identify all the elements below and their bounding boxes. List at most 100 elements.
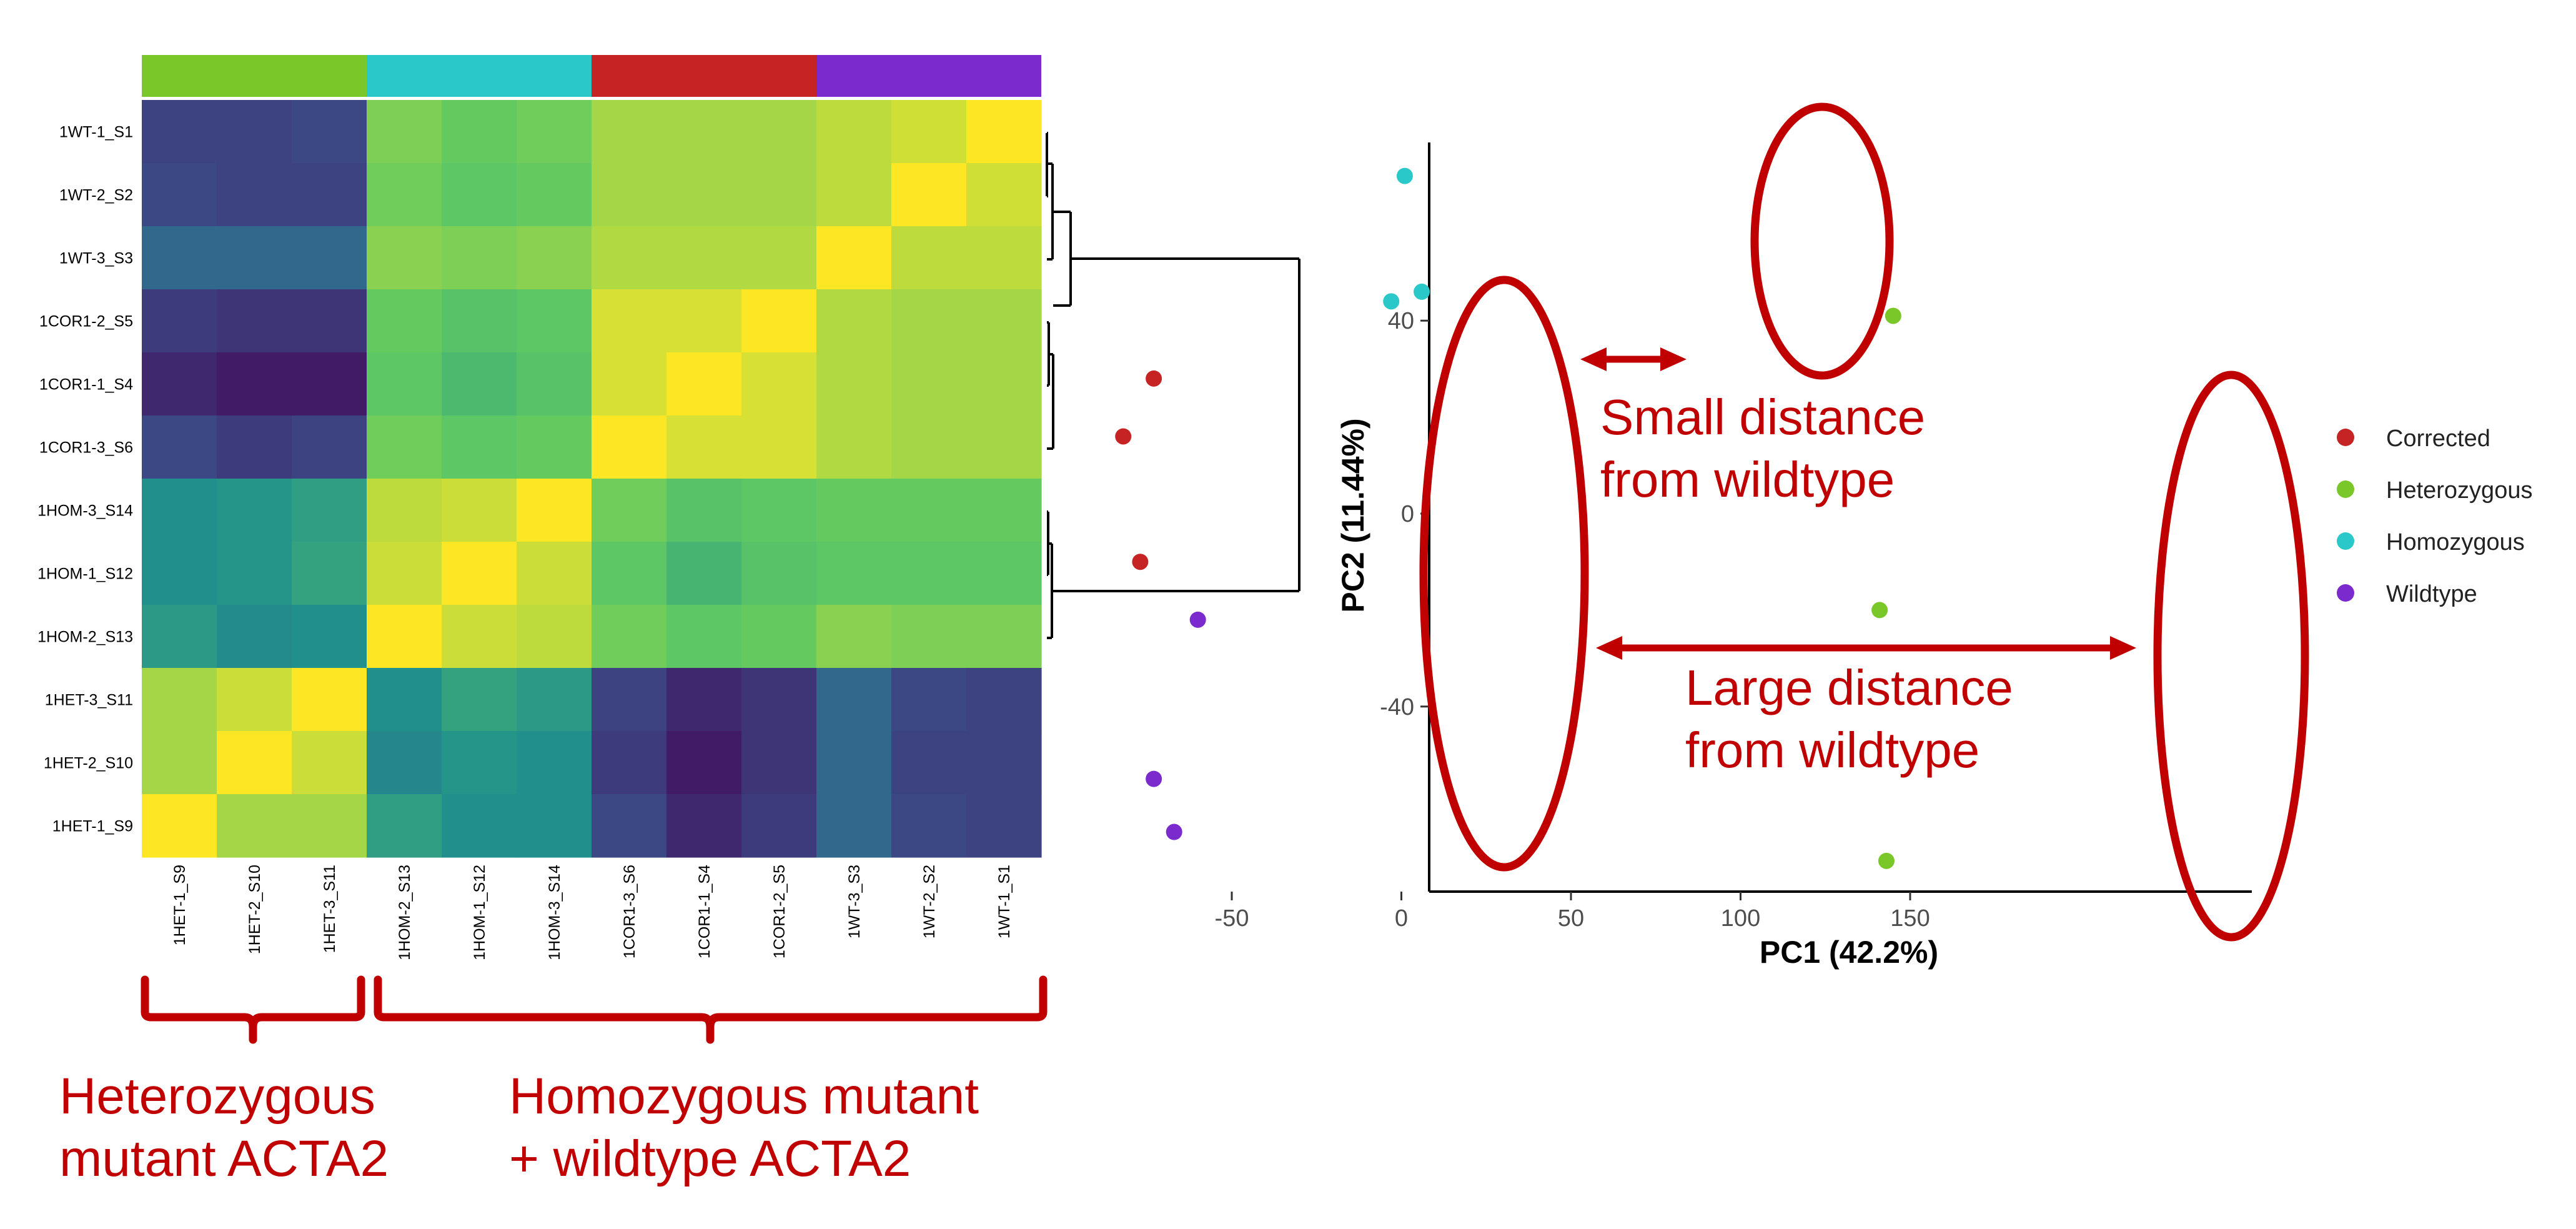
column-label: 1WT-2_S2 <box>921 865 938 938</box>
heatmap-cell <box>517 226 592 290</box>
heatmap-cell <box>517 100 592 164</box>
heatmap-cell <box>666 605 742 669</box>
brace-label: Heterozygous <box>59 1068 375 1125</box>
heatmap-cell <box>891 479 967 542</box>
heatmap-cell <box>966 352 1042 416</box>
point-homozygous <box>1396 167 1413 184</box>
heatmap-cell <box>367 226 442 290</box>
point-corrected <box>1132 554 1149 570</box>
heatmap-cell <box>741 289 817 353</box>
heatmap-cell <box>292 226 367 290</box>
heatmap-cell <box>517 289 592 353</box>
heatmap-cell <box>142 542 217 605</box>
row-label: 1WT-1_S1 <box>59 124 133 141</box>
heatmap-cell <box>966 794 1042 858</box>
y-tick-label: 40 <box>1388 308 1414 334</box>
point-wildtype <box>1146 770 1162 787</box>
heatmap-cell <box>292 605 367 669</box>
heatmap-cell <box>966 668 1042 732</box>
small-distance-arrow-head-right <box>1660 347 1687 371</box>
heatmap-cell <box>966 479 1042 542</box>
heatmap-cell <box>816 605 892 669</box>
heatmap-cell <box>741 731 817 795</box>
heatmap-cell <box>367 100 442 164</box>
heatmap-cell <box>966 100 1042 164</box>
heatmap-cell <box>891 226 967 290</box>
heatmap-cell <box>367 794 442 858</box>
heatmap-cell <box>217 163 292 227</box>
x-tick-label: 100 <box>1721 905 1760 932</box>
x-tick-label: 150 <box>1890 905 1930 932</box>
heatmap-cell <box>891 731 967 795</box>
heatmap-cell <box>442 100 517 164</box>
row-label: 1COR1-1_S4 <box>39 376 133 394</box>
heatmap-cell <box>816 163 892 227</box>
large-distance-arrow-head-right <box>2110 636 2136 660</box>
heatmap-cell <box>666 542 742 605</box>
heatmap-cell <box>292 163 367 227</box>
column-label: 1WT-3_S3 <box>846 865 863 938</box>
legend-label: Corrected <box>2386 425 2490 452</box>
heatmap-cell <box>292 668 367 732</box>
heatmap-cell <box>292 100 367 164</box>
heatmap-cell <box>741 605 817 669</box>
heatmap-cell <box>891 415 967 479</box>
heatmap-cell <box>592 100 667 164</box>
heatmap-cell <box>292 731 367 795</box>
heatmap-cell <box>292 352 367 416</box>
heatmap-cell <box>966 289 1042 353</box>
heatmap-cell <box>367 415 442 479</box>
heatmap-cell <box>741 668 817 732</box>
heatmap-cell <box>966 163 1042 227</box>
heatmap-cell <box>741 352 817 416</box>
heatmap-cell <box>592 731 667 795</box>
heatmap-cell <box>367 289 442 353</box>
x-axis-title: PC1 (42.2%) <box>1760 935 1938 970</box>
row-label: 1HOM-3_S14 <box>37 502 133 520</box>
heatmap-cell <box>442 668 517 732</box>
heatmap-cell <box>666 415 742 479</box>
y-tick-label: -40 <box>1380 694 1414 720</box>
cluster-ellipse-0 <box>1419 276 1589 872</box>
heatmap-cell <box>217 352 292 416</box>
heatmap-cell <box>816 668 892 732</box>
heatmap-cell <box>741 163 817 227</box>
group-bar-2 <box>592 55 816 97</box>
heatmap-cell <box>442 479 517 542</box>
legend-label: Wildtype <box>2386 581 2477 607</box>
heatmap-cell <box>367 163 442 227</box>
heatmap-cell <box>292 289 367 353</box>
heatmap-cell <box>217 226 292 290</box>
heatmap-cell <box>966 226 1042 290</box>
heatmap-cell <box>217 479 292 542</box>
heatmap-cell <box>891 605 967 669</box>
y-axis-title: PC2 (11.44%) <box>1335 418 1370 612</box>
heatmap-cell <box>442 289 517 353</box>
heatmap-cell <box>741 794 817 858</box>
heatmap-cell <box>292 794 367 858</box>
cluster-ellipse-1 <box>1750 102 1894 380</box>
column-label: 1HET-2_S10 <box>246 865 264 954</box>
heatmap-cell <box>891 668 967 732</box>
x-tick-label: 0 <box>1395 905 1408 932</box>
heatmap-cell <box>217 794 292 858</box>
point-homozygous <box>1414 283 1430 300</box>
brace-label: Homozygous mutant <box>509 1068 979 1125</box>
heatmap-cell <box>816 542 892 605</box>
column-label: 1COR1-1_S4 <box>696 865 713 958</box>
heatmap-cell <box>666 226 742 290</box>
column-label: 1COR1-2_S5 <box>771 865 788 958</box>
heatmap-cell <box>217 289 292 353</box>
group-bar-0 <box>142 55 367 97</box>
row-label: 1WT-3_S3 <box>59 250 133 267</box>
row-label: 1HOM-2_S13 <box>37 629 133 646</box>
heatmap-cell <box>367 542 442 605</box>
heatmap-cell <box>592 479 667 542</box>
legend-key-wildtype <box>2337 584 2354 602</box>
column-label: 1HOM-3_S14 <box>546 865 563 960</box>
heatmap-cell <box>741 100 817 164</box>
heatmap-cell <box>816 289 892 353</box>
sample-correlation-heatmap: 1WT-1_S1 1WT-2_S2 1WT-3_S3 1COR1-2_S5 1COR1-… <box>37 55 1300 1187</box>
legend-key-heterozygous <box>2337 480 2354 498</box>
